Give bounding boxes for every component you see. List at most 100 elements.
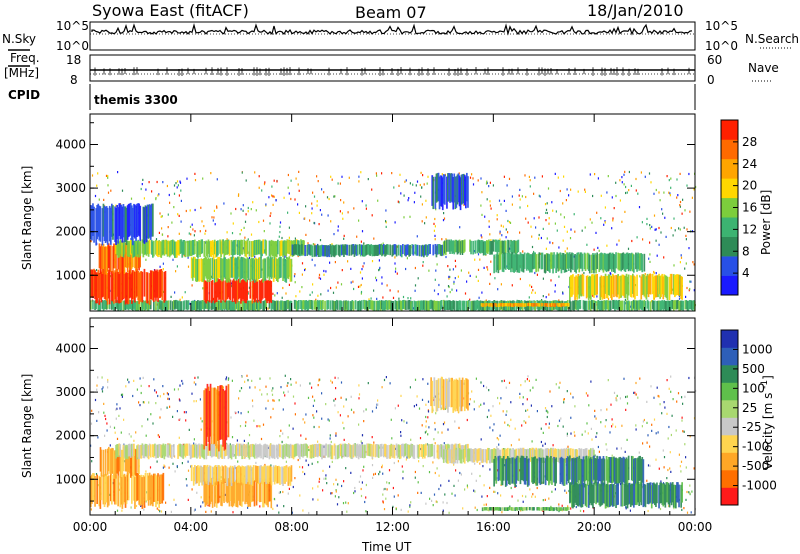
band-cell-1 xyxy=(104,449,107,476)
band-cell-3 xyxy=(268,465,271,483)
band-cell-2 xyxy=(263,480,265,508)
scatter-cell xyxy=(121,509,123,512)
scatter-cell xyxy=(635,393,637,396)
scatter-cell xyxy=(457,275,459,278)
scatter-cell xyxy=(499,230,501,233)
band-cell-10 xyxy=(456,174,459,205)
scatter-cell xyxy=(494,277,496,280)
scatter-cell xyxy=(649,445,651,448)
band-cell-8 xyxy=(520,253,523,272)
band-cell-1 xyxy=(119,272,122,303)
band-cell-6 xyxy=(316,244,319,255)
band-cell-7 xyxy=(445,241,447,255)
scatter-cell xyxy=(193,381,195,384)
scatter-cell xyxy=(375,406,377,409)
band-cell-8 xyxy=(636,253,638,272)
scatter-cell xyxy=(334,195,336,198)
scatter-cell xyxy=(668,387,670,390)
scatter-cell xyxy=(496,218,498,221)
scatter-cell xyxy=(586,422,588,425)
band-cell-0 xyxy=(657,300,659,311)
band-cell-4 xyxy=(237,443,239,456)
scatter-cell xyxy=(90,422,93,425)
band-cell-4 xyxy=(400,443,403,457)
scatter-cell xyxy=(347,260,349,263)
scatter-cell xyxy=(401,419,403,422)
band-cell-5 xyxy=(176,241,178,258)
band-cell-8 xyxy=(519,252,522,269)
scatter-cell xyxy=(500,494,502,497)
band-cell-7 xyxy=(592,485,594,509)
band-cell-0 xyxy=(368,300,370,310)
scatter-cell xyxy=(651,423,653,426)
scatter-cell xyxy=(140,504,142,507)
scatter-cell xyxy=(519,206,521,209)
band-cell-0 xyxy=(530,301,532,312)
scatter-cell xyxy=(333,233,335,236)
scatter-cell xyxy=(312,498,314,501)
band-cell-0 xyxy=(649,301,652,312)
band-cell-9 xyxy=(587,276,590,301)
scatter-cell xyxy=(379,470,381,473)
band-cell-9 xyxy=(529,507,531,511)
band-cell-0 xyxy=(681,300,683,311)
scatter-cell xyxy=(360,290,363,294)
scatter-cell xyxy=(250,208,252,211)
band-cell-4 xyxy=(367,443,369,456)
band-cell-0 xyxy=(324,300,326,311)
scatter-cell xyxy=(205,229,207,232)
band-cell-5 xyxy=(521,447,524,460)
band-cell-0 xyxy=(370,300,373,310)
band-cell-0 xyxy=(176,300,178,310)
band-cell-4 xyxy=(217,444,219,459)
scatter-cell xyxy=(587,394,589,397)
band-cell-6 xyxy=(525,456,528,481)
scatter-cell xyxy=(434,234,436,237)
band-cell-4 xyxy=(259,257,261,279)
band-cell-12 xyxy=(557,303,560,307)
scatter-cell xyxy=(271,185,273,188)
scatter-cell xyxy=(670,390,672,393)
band-cell-4 xyxy=(333,443,336,456)
scatter-cell xyxy=(481,213,483,216)
scatter-cell xyxy=(590,427,592,430)
band-cell-7 xyxy=(507,239,509,253)
scatter-cell xyxy=(244,380,246,383)
scatter-cell xyxy=(95,269,98,272)
band-cell-4 xyxy=(256,258,258,282)
scatter-cell xyxy=(436,263,438,266)
band-cell-4 xyxy=(279,444,281,458)
band-cell-0 xyxy=(632,300,634,311)
band-cell-3 xyxy=(251,281,254,304)
band-cell-7 xyxy=(588,483,591,506)
scatter-cell xyxy=(669,194,671,197)
band-cell-9 xyxy=(515,507,518,511)
scatter-cell xyxy=(258,175,260,178)
band-cell-4 xyxy=(278,443,280,457)
scatter-cell xyxy=(311,462,313,465)
band-cell-5 xyxy=(192,240,195,255)
scatter-cell xyxy=(382,493,384,496)
band-cell-5 xyxy=(579,449,582,463)
scatter-cell xyxy=(616,394,618,397)
band-cell-8 xyxy=(503,252,506,269)
band-cell-2 xyxy=(137,243,139,269)
scatter-cell xyxy=(654,228,656,231)
band-cell-0 xyxy=(429,300,431,310)
scatter-cell xyxy=(538,233,540,237)
colorbar-tick-label: 4 xyxy=(742,266,750,280)
scatter-cell xyxy=(312,395,314,398)
colorbar-segment xyxy=(721,178,738,199)
band-cell-0 xyxy=(384,300,386,311)
band-cell-9 xyxy=(624,275,627,299)
band-cell-0 xyxy=(367,300,369,311)
scatter-cell xyxy=(414,289,416,292)
band-cell-0 xyxy=(525,301,528,312)
band-cell-2 xyxy=(103,246,106,275)
band-cell-5 xyxy=(241,239,243,255)
band-cell-4 xyxy=(164,443,167,457)
band-cell-7 xyxy=(655,484,657,507)
band-cell-5 xyxy=(520,448,523,462)
band-cell-8 xyxy=(466,378,468,409)
band-cell-0 xyxy=(302,300,304,310)
